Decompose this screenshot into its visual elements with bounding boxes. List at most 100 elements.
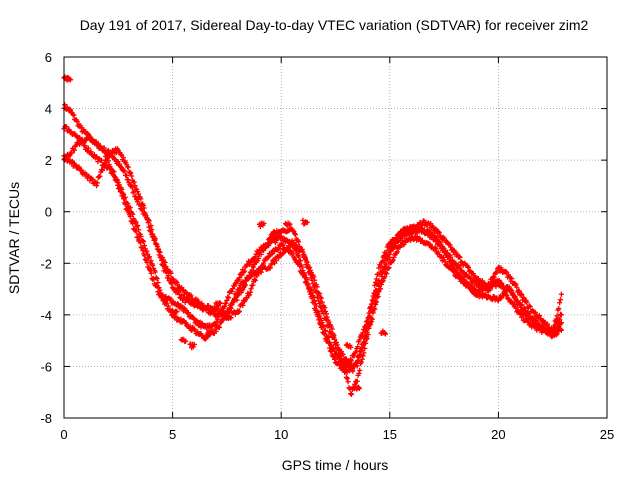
plot-frame xyxy=(63,56,608,419)
data-point xyxy=(140,202,146,209)
data-point xyxy=(427,241,433,247)
data-point xyxy=(213,328,219,334)
data-point xyxy=(386,264,392,271)
data-point xyxy=(486,282,492,289)
data-point xyxy=(401,241,407,248)
data-point xyxy=(301,274,308,280)
data-point xyxy=(148,270,154,276)
x-axis-label: GPS time / hours xyxy=(282,457,389,473)
data-point xyxy=(272,231,278,237)
x-tick-label: 25 xyxy=(600,427,614,442)
data-point xyxy=(120,154,126,161)
data-point xyxy=(220,317,226,323)
data-point xyxy=(236,308,243,314)
data-point xyxy=(364,335,370,341)
data-point xyxy=(152,236,158,242)
data-point xyxy=(226,306,233,312)
data-point xyxy=(369,297,375,303)
data-point xyxy=(135,222,141,229)
data-point xyxy=(306,286,312,292)
data-point xyxy=(380,277,386,284)
data-point xyxy=(457,254,463,260)
data-point xyxy=(366,325,372,331)
data-point xyxy=(391,254,397,260)
data-point xyxy=(157,291,164,297)
data-point xyxy=(461,277,467,284)
data-point xyxy=(195,297,201,303)
data-point xyxy=(307,264,313,270)
data-point xyxy=(115,158,121,165)
data-point xyxy=(280,250,286,256)
data-point xyxy=(160,262,166,269)
data-point xyxy=(456,273,462,279)
chart-title: Day 191 of 2017, Sidereal Day-to-day VTE… xyxy=(80,17,589,33)
data-point xyxy=(72,161,78,168)
data-point xyxy=(290,250,296,256)
data-point xyxy=(348,358,355,364)
data-point xyxy=(241,268,248,274)
data-point xyxy=(374,294,380,300)
data-point xyxy=(247,289,253,295)
data-point xyxy=(554,313,560,319)
x-tick-label: 15 xyxy=(383,427,397,442)
data-point xyxy=(519,314,525,321)
data-point xyxy=(252,254,258,260)
data-point xyxy=(239,272,245,278)
data-point xyxy=(235,309,242,315)
data-point xyxy=(319,324,325,330)
data-point xyxy=(362,345,368,351)
data-point xyxy=(339,361,345,367)
data-point xyxy=(363,336,370,342)
data-point xyxy=(116,185,123,191)
data-point xyxy=(536,312,542,319)
data-point xyxy=(378,286,384,292)
data-point xyxy=(105,158,111,164)
data-point xyxy=(133,229,139,235)
data-point xyxy=(333,340,339,346)
data-point xyxy=(440,234,446,240)
data-point xyxy=(524,299,530,305)
data-point xyxy=(437,239,443,246)
data-point xyxy=(183,320,189,326)
data-point xyxy=(81,140,87,146)
data-point xyxy=(343,374,349,380)
data-point xyxy=(295,244,301,250)
data-point xyxy=(331,353,337,360)
data-point xyxy=(138,244,144,250)
data-point xyxy=(550,331,556,338)
data-point xyxy=(128,170,134,176)
data-point xyxy=(152,269,158,275)
data-point xyxy=(309,295,315,301)
data-point xyxy=(93,183,100,189)
data-point xyxy=(236,275,243,281)
data-point xyxy=(372,279,379,286)
data-point xyxy=(146,266,153,273)
data-point xyxy=(236,286,243,292)
data-point xyxy=(86,133,92,139)
data-point xyxy=(362,340,369,346)
data-point xyxy=(158,295,164,301)
data-point xyxy=(433,245,439,252)
data-point xyxy=(122,168,128,174)
data-point xyxy=(356,385,362,392)
data-point xyxy=(267,265,273,271)
data-point xyxy=(367,321,374,328)
data-point xyxy=(112,157,118,163)
data-point xyxy=(118,151,124,158)
data-point xyxy=(329,326,335,332)
data-point xyxy=(372,306,378,312)
data-point xyxy=(141,205,147,211)
data-point xyxy=(225,295,232,301)
data-point xyxy=(130,221,136,227)
data-point xyxy=(142,256,148,262)
data-point xyxy=(322,331,328,337)
data-point xyxy=(425,220,431,226)
data-point xyxy=(127,204,133,211)
data-point xyxy=(225,309,232,315)
data-point xyxy=(97,173,103,179)
data-point xyxy=(553,316,559,322)
data-point xyxy=(383,271,390,277)
data-point xyxy=(338,356,344,362)
data-point xyxy=(436,239,442,245)
data-point xyxy=(554,331,560,337)
